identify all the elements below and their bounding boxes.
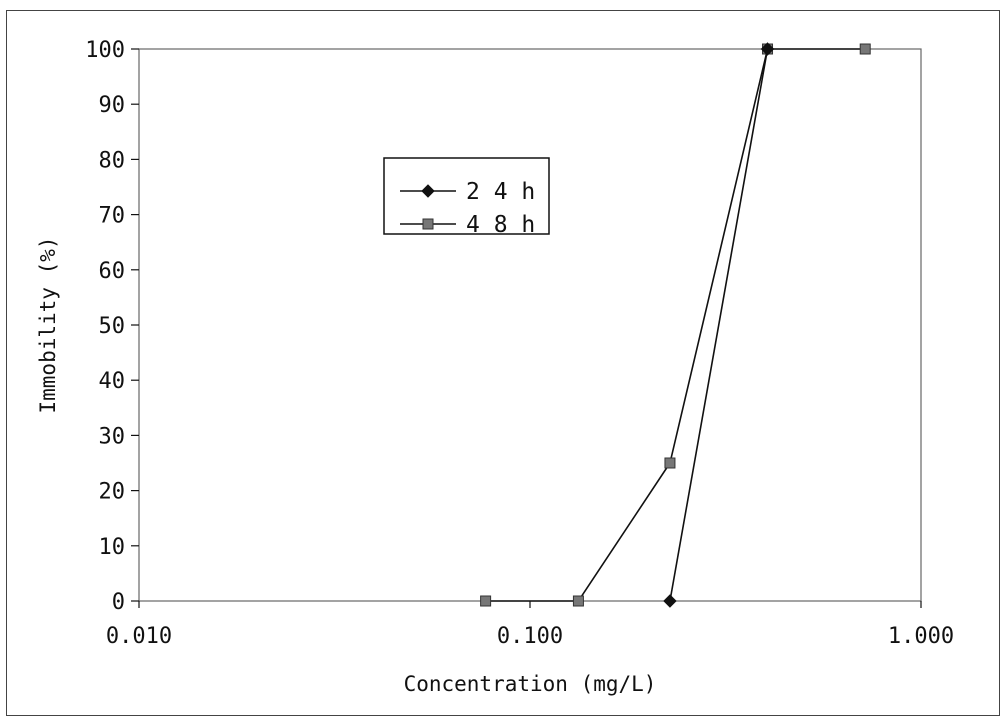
chart-svg: 0 10 20 30 40 50 60 70 80 90 100 0.010 0.100 1.000 I… xyxy=(36,38,954,696)
legend-box xyxy=(383,157,550,235)
x-axis-title: Concentration (mg/L) xyxy=(404,672,657,696)
data-point xyxy=(760,42,775,56)
y-tick-label: 0 xyxy=(112,590,125,615)
y-tick-label: 60 xyxy=(99,259,126,284)
legend-marker xyxy=(421,184,435,198)
legend-label: 2 4 h xyxy=(466,179,535,205)
x-tick-label: 0.100 xyxy=(497,624,563,649)
x-tick-label: 0.010 xyxy=(106,624,172,649)
y-tick-label: 50 xyxy=(99,314,126,339)
data-point xyxy=(859,43,871,55)
y-tick-label: 100 xyxy=(85,38,125,63)
y-tick-label: 30 xyxy=(99,424,126,449)
legend-marker xyxy=(422,218,434,230)
data-point xyxy=(664,457,676,469)
y-tick-label: 80 xyxy=(99,148,126,173)
y-tick-label: 20 xyxy=(99,480,126,505)
y-axis-title: Immobility (%) xyxy=(36,236,60,413)
chart-frame: 0 10 20 30 40 50 60 70 80 90 100 0.010 0.100 1.000 I… xyxy=(6,10,1000,716)
plot-area xyxy=(138,48,922,602)
data-point xyxy=(663,594,677,608)
legend-label: 4 8 h xyxy=(466,212,535,238)
y-tick-label: 40 xyxy=(99,369,126,394)
y-tick-label: 10 xyxy=(99,535,126,560)
y-tick-label: 70 xyxy=(99,204,126,229)
data-point xyxy=(572,595,584,607)
y-tick-label: 90 xyxy=(99,93,126,118)
series-line xyxy=(669,48,769,602)
x-tick-label: 1.000 xyxy=(888,624,954,649)
data-point xyxy=(480,595,492,607)
legend: 2 4 h 4 8 h xyxy=(383,157,550,238)
